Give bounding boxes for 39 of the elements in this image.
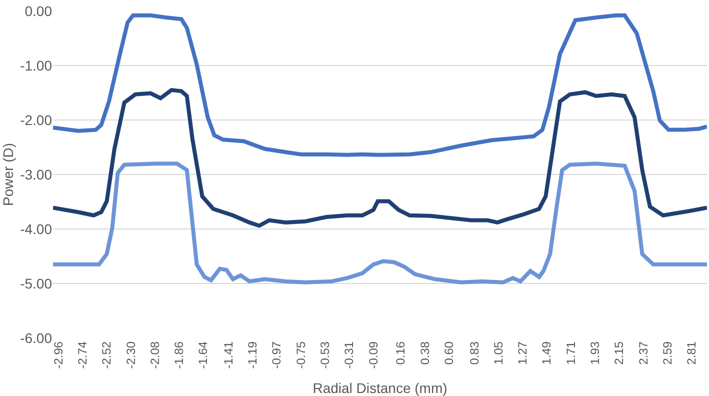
line-series — [53, 88, 707, 228]
x-tick-label: -2.30 — [124, 341, 138, 369]
y-tick-label: -3.00 — [20, 166, 52, 182]
x-tick-label: -2.52 — [100, 341, 114, 369]
x-tick-label: -1.86 — [172, 341, 186, 369]
x-tick-label: -0.53 — [318, 341, 332, 369]
x-tick-label: 0.83 — [467, 341, 482, 365]
x-tick-label: -2.74 — [76, 341, 90, 369]
x-tick-label: 1.93 — [588, 341, 602, 365]
y-tick-label: -1.00 — [20, 57, 52, 74]
x-tick-label: -1.64 — [196, 341, 210, 369]
x-tick-label: -1.41 — [221, 341, 236, 369]
x-tick-label: -2.08 — [148, 341, 162, 369]
x-tick-label: 1.49 — [540, 341, 554, 365]
x-tick-label: -0.97 — [270, 341, 284, 369]
x-tick-label: 0.60 — [442, 341, 456, 365]
y-tick-label: -2.00 — [20, 112, 52, 128]
x-tick-label: -0.31 — [342, 341, 356, 369]
line-series — [53, 13, 707, 157]
x-tick-label: 1.27 — [516, 341, 530, 365]
y-tick-label: 0.00 — [24, 2, 52, 19]
y-tick-label: -4.00 — [20, 220, 52, 237]
x-tick-label: 0.38 — [418, 341, 432, 365]
x-tick-label: -2.96 — [51, 341, 66, 369]
x-tick-label: 1.71 — [564, 341, 578, 365]
y-tick-label: -6.00 — [20, 330, 52, 346]
line-series — [53, 162, 707, 284]
y-tick-label: -5.00 — [20, 275, 52, 292]
x-tick-label: -1.19 — [246, 341, 260, 369]
x-tick-label: 1.05 — [491, 341, 506, 365]
x-tick-label: 2.37 — [636, 341, 650, 365]
x-tick-label: 2.81 — [684, 341, 699, 365]
x-tick-label: 2.15 — [612, 341, 626, 365]
x-tick-label: -0.09 — [366, 341, 380, 369]
y-axis-title: Power (D) — [0, 142, 16, 206]
x-tick-label: 2.59 — [660, 341, 674, 365]
x-tick-label: -0.75 — [294, 341, 308, 369]
x-tick-label: 0.16 — [394, 341, 408, 365]
x-axis-title: Radial Distance (mm) — [312, 380, 448, 396]
